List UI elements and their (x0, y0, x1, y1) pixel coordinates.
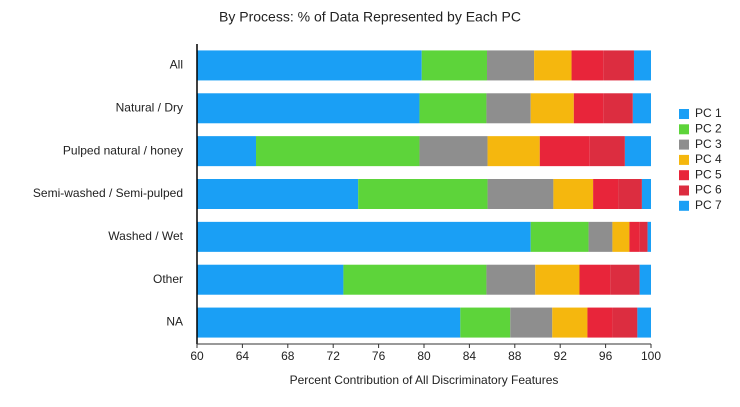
bar-segment (256, 136, 420, 167)
bar-segment (510, 307, 553, 338)
bar-segment (197, 221, 531, 252)
legend-label: PC 7 (695, 198, 722, 212)
bar-segment (535, 264, 580, 295)
legend-label: PC 4 (695, 152, 722, 166)
bar-segment (639, 221, 648, 252)
legend-swatch (679, 154, 689, 165)
bar-segment (534, 50, 572, 81)
bar-segment (641, 179, 651, 209)
bar-segment (197, 179, 359, 209)
bar-segment (624, 136, 651, 167)
legend-swatch (679, 139, 689, 150)
bar-segment (486, 264, 536, 295)
x-tick-label: 60 (190, 349, 204, 363)
bar-segment (343, 264, 487, 295)
x-tick-label: 72 (327, 349, 341, 363)
bar-segment (421, 50, 487, 81)
bar-segment (571, 50, 604, 81)
x-tick-label: 88 (508, 349, 522, 363)
bar-segment (486, 50, 535, 81)
bar-segment (618, 179, 642, 209)
y-tick-label: Semi-washed / Semi-pulped (33, 186, 183, 200)
bar-segment (358, 179, 488, 209)
bar-segment (419, 93, 487, 124)
y-tick-label: Washed / Wet (108, 229, 183, 243)
legend-swatch (679, 200, 689, 211)
bar-segment (573, 93, 604, 124)
x-tick-label: 96 (599, 349, 613, 363)
bar-segment (589, 136, 625, 167)
y-tick-label: Other (153, 272, 183, 286)
legend-label: PC 6 (695, 183, 722, 197)
bar-segment (647, 221, 651, 252)
bar-segment (460, 307, 511, 338)
bar-segment (633, 50, 651, 81)
legend-swatch (679, 170, 689, 181)
bar-segment (603, 93, 633, 124)
x-tick-label: 64 (236, 349, 250, 363)
bar-segment (603, 50, 634, 81)
y-tick-label: NA (166, 315, 183, 329)
x-tick-label: 76 (372, 349, 386, 363)
bar-segment (530, 93, 574, 124)
bar-segment (639, 264, 651, 295)
bar-segment (419, 136, 488, 167)
y-tick-label: Natural / Dry (116, 100, 183, 114)
legend-swatch (679, 109, 689, 119)
bar-segment (553, 179, 594, 209)
legend-label: PC 3 (695, 137, 722, 151)
bar-segment (593, 179, 619, 209)
bar-segment (530, 221, 589, 252)
bar-segment (612, 307, 638, 338)
bar-segment (610, 264, 640, 295)
chart-title: By Process: % of Data Represented by Eac… (219, 9, 521, 25)
y-tick-label: All (170, 58, 183, 72)
legend-label: PC 2 (695, 121, 722, 135)
legend-label: PC 1 (695, 106, 722, 120)
legend-swatch (679, 185, 689, 196)
bar-segment (197, 93, 420, 124)
bar-segment (486, 93, 531, 124)
bar-segment (587, 307, 613, 338)
x-tick-label: 84 (463, 349, 477, 363)
bar-segment (539, 136, 590, 167)
bar-segment (197, 307, 461, 338)
x-tick-label: 68 (281, 349, 295, 363)
x-tick-label: 92 (554, 349, 568, 363)
bar-segment (487, 179, 554, 209)
bar-segment (197, 264, 344, 295)
legend-swatch (679, 124, 689, 135)
bar-segment (632, 93, 651, 124)
bar-segment (588, 221, 613, 252)
bar-segment (629, 221, 640, 252)
bar-segment (197, 136, 257, 167)
bar-segment (637, 307, 651, 338)
y-tick-label: Pulped natural / honey (63, 143, 183, 157)
bar-segment (579, 264, 611, 295)
legend-label: PC 5 (695, 167, 722, 181)
bar-segment (197, 50, 422, 81)
bar-segment (552, 307, 588, 338)
x-axis-label: Percent Contribution of All Discriminato… (290, 373, 559, 387)
bar-segment (612, 221, 630, 252)
x-tick-label: 80 (417, 349, 431, 363)
x-tick-label: 100 (641, 349, 661, 363)
bar-segment (487, 136, 540, 167)
